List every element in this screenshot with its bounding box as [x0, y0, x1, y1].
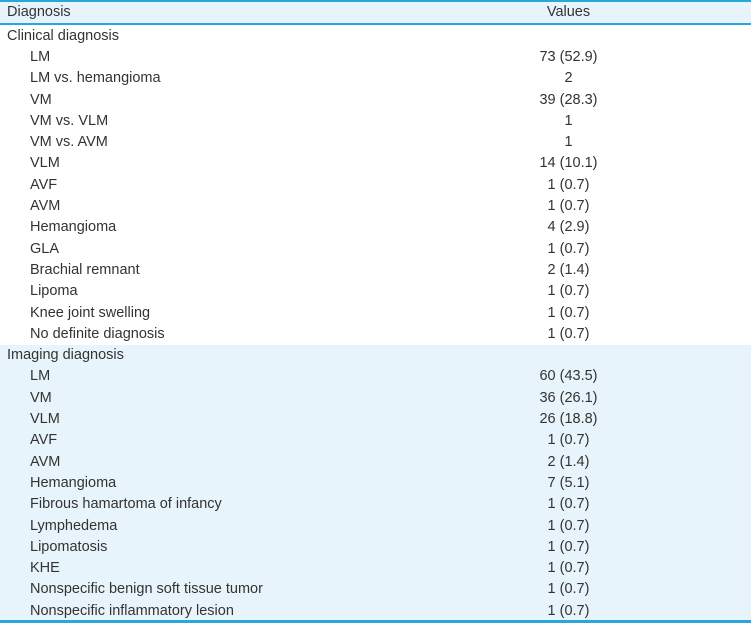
section-header-imaging: Imaging diagnosis	[0, 345, 751, 366]
table-row: AVM 2 (1.4)	[0, 451, 751, 472]
column-header-values: Values	[546, 4, 591, 21]
value-cell: 2 (1.4)	[547, 261, 590, 278]
diagnosis-label: Hemangioma	[30, 220, 117, 235]
table-row: AVF 1 (0.7)	[0, 174, 751, 195]
value-cell: 1 (0.7)	[547, 176, 590, 193]
value-cell: 1 (0.7)	[547, 496, 590, 513]
table-row: Hemangioma 4 (2.9)	[0, 217, 751, 238]
section-header-clinical: Clinical diagnosis	[0, 25, 751, 46]
diagnosis-label: Fibrous hamartoma of infancy	[30, 497, 222, 512]
value-cell: 4 (2.9)	[547, 219, 590, 236]
table-row: Knee joint swelling 1 (0.7)	[0, 302, 751, 323]
value-cell: 1 (0.7)	[547, 581, 590, 598]
table-row: Lymphedema 1 (0.7)	[0, 515, 751, 536]
diagnosis-label: LM vs. hemangioma	[30, 71, 161, 86]
table-row: VLM 26 (18.8)	[0, 409, 751, 430]
value-cell: 1 (0.7)	[547, 432, 590, 449]
table-row: AVM 1 (0.7)	[0, 196, 751, 217]
diagnosis-label: Knee joint swelling	[30, 305, 151, 321]
value-cell: 1 (0.7)	[547, 240, 590, 257]
value-cell: 7 (5.1)	[547, 474, 590, 491]
value-cell: 1	[564, 134, 573, 151]
table-row: VM 39 (28.3)	[0, 89, 751, 110]
value-cell: 1 (0.7)	[547, 602, 590, 619]
table-row: LM vs. hemangioma 2	[0, 68, 751, 89]
value-cell: 1 (0.7)	[547, 283, 590, 300]
table-row: AVF 1 (0.7)	[0, 430, 751, 451]
table-row: Fibrous hamartoma of infancy 1 (0.7)	[0, 494, 751, 515]
value-cell: 26 (18.8)	[539, 411, 598, 428]
value-cell: 14 (10.1)	[539, 155, 598, 172]
table-row: KHE 1 (0.7)	[0, 558, 751, 579]
value-cell: 2	[564, 70, 573, 87]
diagnosis-label: Lipomatosis	[30, 539, 108, 555]
diagnosis-label: LM	[30, 49, 51, 65]
value-cell: 1 (0.7)	[547, 198, 590, 215]
diagnosis-label: AVF	[30, 177, 58, 193]
section-clinical-diagnosis: Clinical diagnosis LM 73 (52.9) LM vs. h…	[0, 25, 751, 344]
diagnosis-label: Lipoma	[30, 284, 78, 299]
value-cell: 1	[564, 112, 573, 129]
diagnosis-label: VM	[30, 390, 52, 406]
table-row: Lipomatosis 1 (0.7)	[0, 536, 751, 557]
diagnosis-label: Hemangioma	[30, 475, 117, 491]
table-row: VLM 14 (10.1)	[0, 153, 751, 174]
diagnosis-label: VM vs. AVM	[30, 135, 108, 150]
table-row: GLA 1 (0.7)	[0, 238, 751, 259]
table-row: LM 73 (52.9)	[0, 47, 751, 68]
value-cell: 73 (52.9)	[539, 48, 598, 65]
diagnosis-label: Nonspecific benign soft tissue tumor	[30, 582, 263, 597]
diagnosis-label: Brachial remnant	[30, 262, 140, 278]
diagnosis-label: VLM	[30, 412, 60, 427]
value-cell: 2 (1.4)	[547, 453, 590, 470]
value-cell: 1 (0.7)	[547, 560, 590, 577]
table-row: LM 60 (43.5)	[0, 366, 751, 387]
table-header-row: Diagnosis Values	[0, 2, 751, 26]
table-row: No definite diagnosis 1 (0.7)	[0, 323, 751, 344]
diagnosis-label: VLM	[30, 156, 60, 171]
value-cell: 36 (26.1)	[539, 389, 598, 406]
diagnosis-label: GLA	[30, 241, 60, 257]
diagnosis-label: VM vs. VLM	[30, 113, 109, 129]
diagnosis-label: VM	[30, 92, 52, 108]
column-header-diagnosis: Diagnosis	[7, 5, 71, 20]
table-row: Nonspecific inflammatory lesion 1 (0.7)	[0, 600, 751, 620]
diagnosis-label: Nonspecific inflammatory lesion	[30, 603, 234, 619]
diagnosis-label: LM	[30, 369, 51, 384]
value-cell: 1 (0.7)	[547, 304, 590, 321]
value-cell: 1 (0.7)	[547, 517, 590, 534]
section-title: Clinical diagnosis	[7, 28, 120, 44]
table-row: VM vs. AVM 1	[0, 132, 751, 153]
value-cell: 39 (28.3)	[539, 91, 598, 108]
value-cell: 1 (0.7)	[547, 538, 590, 555]
value-cell: 60 (43.5)	[539, 368, 598, 385]
diagnosis-label: AVM	[30, 454, 61, 470]
diagnosis-label: Lymphedema	[30, 518, 118, 534]
diagnosis-label: AVM	[30, 199, 61, 214]
section-title: Imaging diagnosis	[7, 348, 124, 363]
diagnosis-label: No definite diagnosis	[30, 326, 165, 342]
diagnosis-label: AVF	[30, 433, 58, 448]
value-cell: 1 (0.7)	[547, 325, 590, 342]
table-row: Brachial remnant 2 (1.4)	[0, 260, 751, 281]
diagnosis-label: KHE	[30, 561, 60, 576]
table-row: Hemangioma 7 (5.1)	[0, 473, 751, 494]
table-row: VM vs. VLM 1	[0, 110, 751, 131]
table-row: Lipoma 1 (0.7)	[0, 281, 751, 302]
section-imaging-diagnosis: Imaging diagnosis LM 60 (43.5) VM 36 (26…	[0, 344, 751, 620]
table-row: Nonspecific benign soft tissue tumor 1 (…	[0, 579, 751, 600]
table-row: VM 36 (26.1)	[0, 387, 751, 408]
